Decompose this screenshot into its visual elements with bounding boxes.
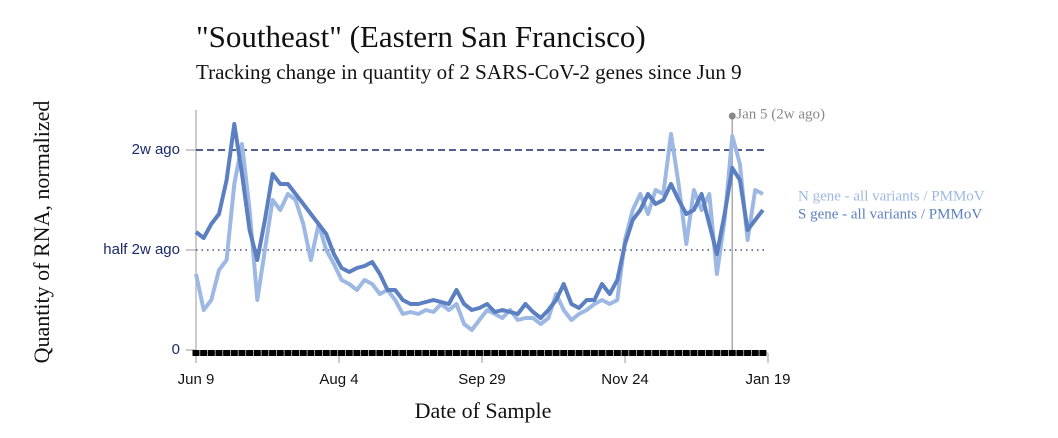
chart-subtitle: Tracking change in quantity of 2 SARS-Co… (196, 60, 742, 84)
series-line (194, 132, 764, 332)
chart-title: "Southeast" (Eastern San Francisco) (196, 19, 646, 54)
y-tick-label: 2w ago (132, 141, 180, 158)
legend-label: S gene - all variants / PMMoV (798, 206, 982, 222)
x-tick-label: Jan 19 (745, 371, 790, 388)
legend-label: N gene - all variants / PMMoV (798, 188, 985, 204)
x-tick-label: Aug 4 (319, 371, 358, 388)
annotation-dot (728, 112, 736, 120)
x-axis-title: Date of Sample (415, 398, 552, 423)
series-line (194, 122, 765, 320)
x-tick-label: Nov 24 (601, 371, 649, 388)
x-tick-label: Sep 29 (458, 371, 506, 388)
y-tick-label: half 2w ago (103, 241, 180, 258)
x-tick-label: Jun 9 (178, 371, 215, 388)
y-axis-title: Quantity of RNA, normalized (29, 101, 54, 364)
y-tick-label: 0 (172, 341, 180, 358)
annotation-label: Jan 5 (2w ago) (736, 106, 825, 122)
